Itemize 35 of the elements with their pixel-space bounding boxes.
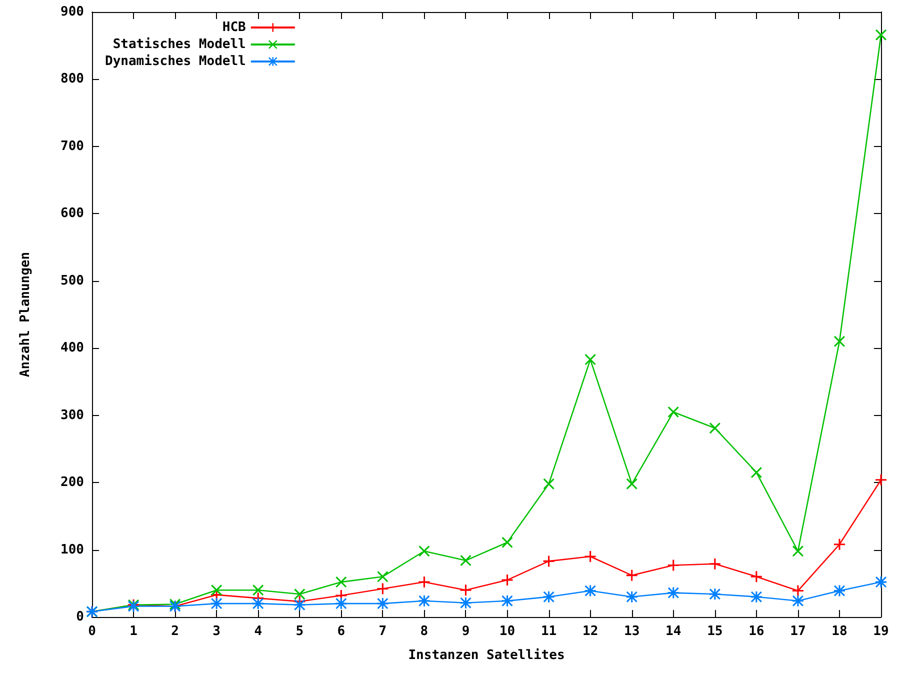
x-tick-label: 17 bbox=[790, 624, 806, 639]
x-tick-label: 4 bbox=[254, 624, 262, 639]
y-tick-label: 800 bbox=[60, 72, 84, 87]
y-tick-label: 900 bbox=[60, 4, 84, 20]
x-tick-label: 18 bbox=[832, 624, 848, 639]
legend-label: HCB bbox=[222, 20, 246, 35]
y-tick-label: 500 bbox=[60, 273, 84, 288]
x-tick-label: 12 bbox=[582, 624, 598, 639]
y-tick-label: 200 bbox=[60, 475, 84, 490]
legend-label: Statisches Modell bbox=[112, 37, 246, 52]
y-tick-label: 600 bbox=[60, 206, 84, 222]
x-axis-title: Instanzen Satellites bbox=[408, 648, 565, 663]
x-tick-label: 15 bbox=[707, 624, 723, 639]
y-axis-title: Anzahl Planungen bbox=[18, 252, 33, 378]
x-tick-label: 1 bbox=[130, 624, 138, 639]
x-tick-label: 5 bbox=[296, 624, 304, 639]
y-tick-label: 100 bbox=[60, 542, 84, 558]
x-tick-label: 13 bbox=[624, 624, 640, 639]
x-tick-label: 10 bbox=[499, 624, 516, 639]
legend-label: Dynamisches Modell bbox=[104, 54, 246, 69]
x-tick-label: 19 bbox=[873, 624, 889, 639]
x-tick-label: 7 bbox=[378, 624, 387, 639]
x-tick-label: 0 bbox=[88, 624, 96, 639]
x-tick-label: 6 bbox=[337, 624, 346, 639]
x-tick-label: 8 bbox=[420, 624, 428, 639]
x-tick-label: 3 bbox=[212, 624, 220, 639]
y-tick-label: 700 bbox=[60, 138, 84, 154]
x-tick-label: 11 bbox=[540, 624, 557, 639]
x-tick-label: 2 bbox=[171, 624, 179, 639]
x-tick-label: 16 bbox=[748, 624, 764, 639]
y-tick-label: 0 bbox=[76, 610, 84, 624]
y-tick-label: 400 bbox=[60, 340, 84, 356]
x-tick-label: 9 bbox=[462, 624, 470, 639]
y-tick-label: 300 bbox=[60, 408, 84, 423]
x-tick-label: 14 bbox=[666, 624, 682, 639]
